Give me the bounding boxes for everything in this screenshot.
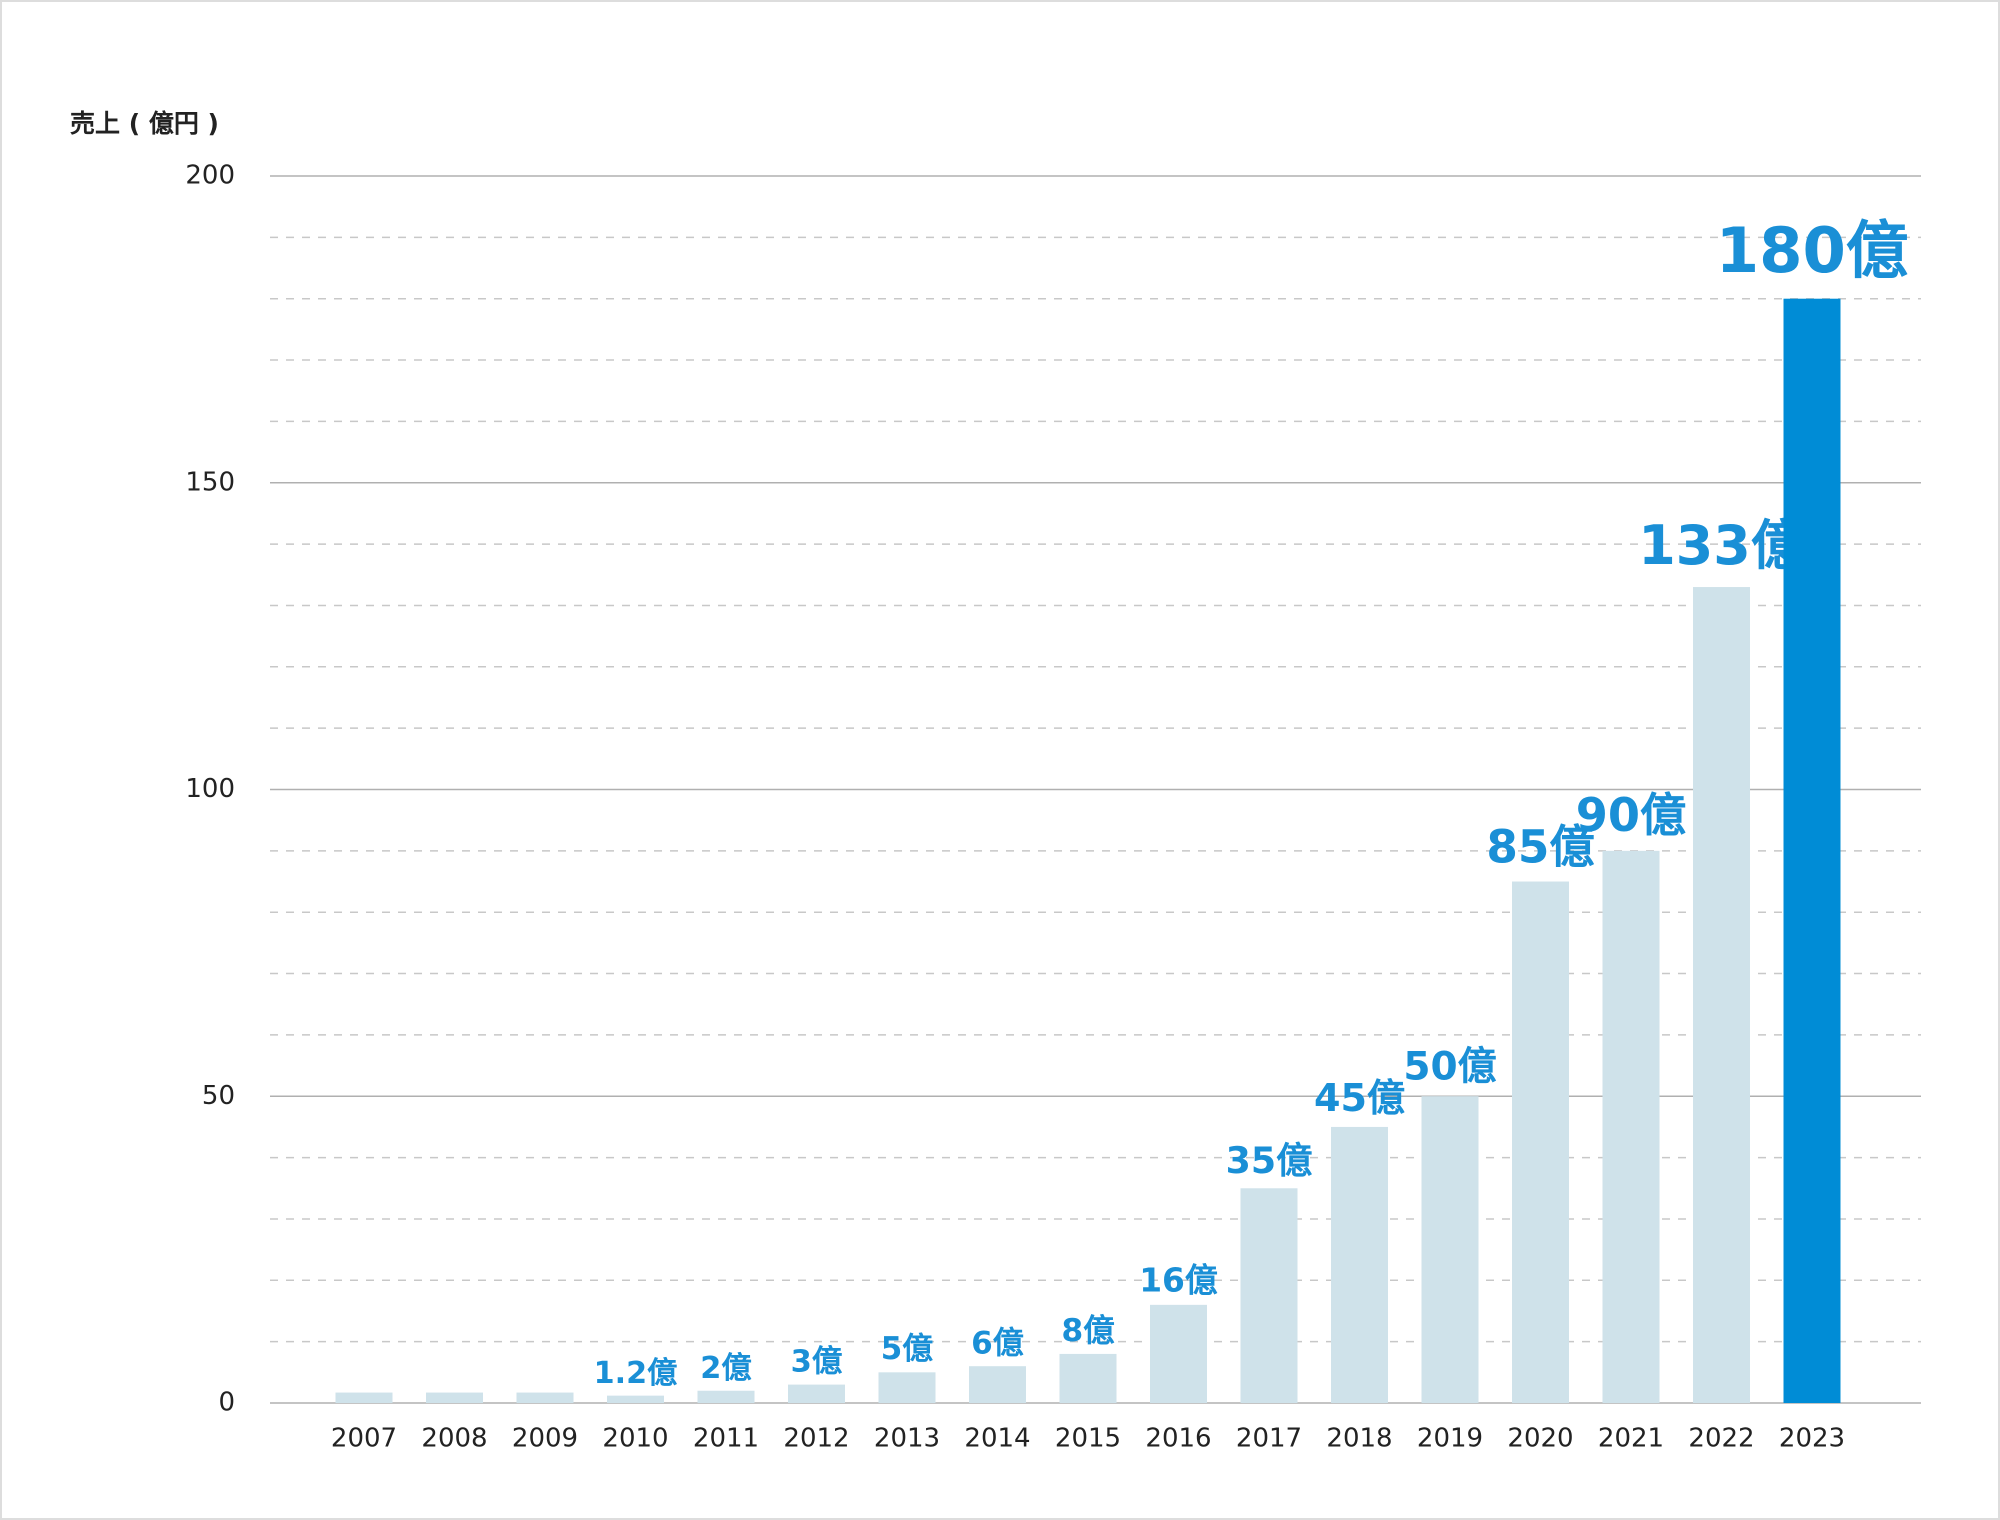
- x-tick-label: 2022: [1688, 1424, 1754, 1454]
- bar: [516, 1392, 574, 1403]
- bar: [1421, 1096, 1479, 1403]
- x-tick-label: 2010: [602, 1424, 668, 1454]
- x-tick-label: 2023: [1779, 1424, 1845, 1454]
- value-label: 133億: [1638, 514, 1805, 577]
- y-tick-label: 50: [202, 1081, 235, 1111]
- value-label: 50億: [1403, 1044, 1496, 1089]
- x-tick-label: 2021: [1598, 1424, 1664, 1454]
- x-tick-label: 2011: [693, 1424, 759, 1454]
- value-label: 5億: [881, 1331, 933, 1367]
- bar: [1331, 1126, 1388, 1403]
- value-label: 180億: [1716, 214, 1909, 287]
- x-tick-label: 2018: [1326, 1424, 1392, 1454]
- y-tick-label: 200: [185, 161, 235, 191]
- value-label: 85億: [1486, 820, 1594, 873]
- x-tick-label: 2009: [512, 1424, 578, 1454]
- x-tick-label: 2017: [1236, 1424, 1302, 1454]
- bar: [969, 1366, 1026, 1403]
- x-tick-label: 2020: [1507, 1424, 1573, 1454]
- bar: [1602, 850, 1660, 1403]
- bar: [1512, 881, 1569, 1403]
- value-label: 2億: [700, 1351, 752, 1386]
- value-label: 45億: [1314, 1076, 1405, 1120]
- bar: [1693, 587, 1750, 1403]
- x-tick-label: 2012: [783, 1424, 849, 1454]
- value-label: 35億: [1226, 1139, 1313, 1182]
- value-label: 6億: [971, 1325, 1024, 1361]
- x-tick-label: 2016: [1145, 1424, 1211, 1454]
- y-axis-label: 売上 ( 億円 ): [70, 109, 219, 138]
- x-tick-label: 2007: [331, 1424, 397, 1454]
- value-label: 1.2億: [594, 1356, 678, 1391]
- value-label: 3億: [791, 1345, 843, 1380]
- bar: [1783, 298, 1841, 1404]
- bar: [426, 1392, 483, 1403]
- y-tick-label: 100: [185, 774, 235, 804]
- bar: [788, 1384, 845, 1403]
- value-label: 8億: [1061, 1313, 1115, 1349]
- bar: [335, 1392, 393, 1403]
- bar: [1240, 1188, 1298, 1403]
- bar: [697, 1390, 755, 1403]
- y-tick-label: 0: [218, 1388, 235, 1418]
- x-tick-label: 2015: [1055, 1424, 1121, 1454]
- bar: [1059, 1353, 1117, 1403]
- y-tick-label: 150: [185, 467, 235, 497]
- bar: [607, 1395, 664, 1403]
- x-tick-label: 2013: [874, 1424, 940, 1454]
- x-tick-label: 2008: [421, 1424, 487, 1454]
- x-tick-label: 2014: [964, 1424, 1030, 1454]
- bar: [878, 1372, 936, 1403]
- bar: [1150, 1304, 1207, 1403]
- x-tick-label: 2019: [1417, 1424, 1483, 1454]
- value-label: 16億: [1139, 1260, 1218, 1299]
- value-label: 90億: [1576, 788, 1686, 842]
